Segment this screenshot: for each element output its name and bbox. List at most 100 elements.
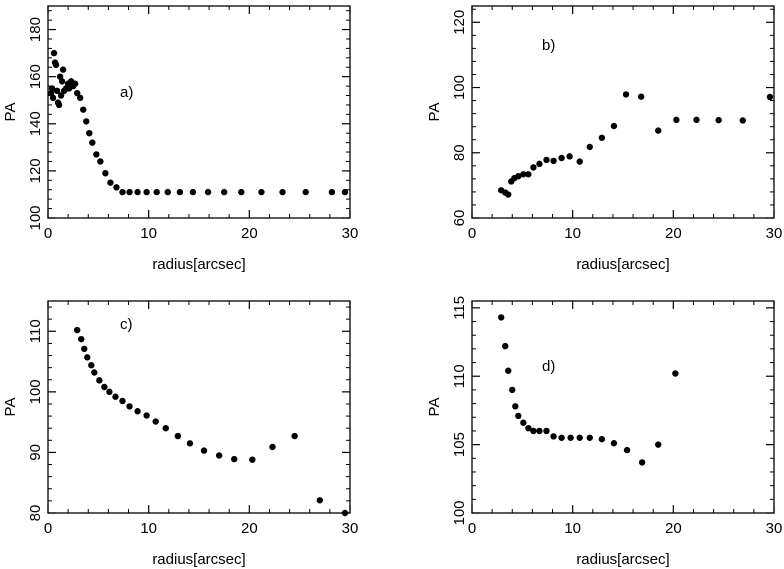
panel-label: b)	[542, 37, 555, 54]
data-point	[48, 85, 56, 92]
y-tick-label: 120	[451, 10, 468, 35]
x-tick-label: 0	[44, 225, 52, 242]
data-point	[558, 434, 565, 441]
data-point	[204, 188, 212, 196]
data-point	[107, 179, 114, 186]
data-point	[49, 94, 57, 102]
data-point	[134, 188, 141, 196]
data-point	[113, 184, 120, 191]
data-point	[550, 157, 557, 165]
data-point	[134, 408, 141, 415]
data-point	[189, 188, 197, 196]
data-point	[126, 188, 133, 196]
x-tick-label: 10	[564, 225, 581, 242]
data-point	[502, 342, 509, 350]
data-point	[302, 188, 309, 196]
data-point	[101, 383, 108, 391]
data-point	[106, 388, 113, 396]
data-point	[341, 509, 349, 517]
chart-panel: 0 10 20 30 80 90 100 110 radius[arcsec] PA c)	[2, 300, 358, 568]
data-point	[316, 497, 323, 504]
data-point	[610, 440, 618, 447]
data-point	[497, 314, 505, 321]
data-point	[576, 158, 583, 165]
data-point	[291, 432, 298, 440]
data-point	[86, 130, 93, 137]
data-point	[55, 101, 63, 109]
x-tick-label: 30	[342, 225, 359, 242]
data-point	[215, 452, 223, 459]
y-tick-label: 140	[27, 111, 44, 136]
plot-frame	[471, 300, 775, 514]
data-point	[152, 418, 159, 425]
data-point	[249, 456, 256, 463]
data-point	[558, 154, 565, 162]
y-tick-label: 100	[451, 500, 468, 525]
data-point	[520, 419, 527, 426]
data-point	[637, 93, 645, 100]
x-tick-label: 10	[564, 520, 581, 537]
data-point	[112, 393, 119, 400]
data-point	[598, 435, 606, 443]
data-point	[258, 188, 265, 196]
x-tick-label: 10	[140, 520, 157, 537]
y-tick-label: 110	[451, 364, 468, 388]
y-tick-label: 120	[27, 158, 44, 183]
data-point	[88, 362, 95, 369]
data-point	[91, 369, 98, 376]
panel-label: d)	[542, 358, 555, 375]
data-point	[119, 188, 126, 196]
data-point	[543, 156, 550, 164]
y-tick-label: 90	[27, 444, 44, 461]
y-axis-label: PA	[2, 103, 19, 122]
data-point	[80, 106, 87, 113]
y-tick-label: 160	[27, 64, 44, 89]
data-point	[598, 134, 606, 141]
plot-frame	[471, 5, 775, 219]
data-point	[89, 139, 96, 146]
x-axis-label: radius[arcsec]	[576, 256, 669, 273]
data-point	[550, 433, 557, 440]
data-point	[73, 89, 81, 97]
data-point	[176, 188, 184, 196]
chart-panel: 0 10 20 30 100 120 140 160 180 radius[arcsec] PA a)	[2, 5, 359, 273]
data-point	[78, 335, 85, 343]
data-point	[52, 61, 60, 69]
chart-panel: 0 10 20 30 100 105 110 115 radius[arcsec] PA d)	[426, 296, 782, 568]
y-tick-label: 100	[27, 379, 44, 404]
data-point	[766, 93, 774, 101]
data-point	[586, 143, 593, 151]
y-tick-label: 80	[27, 505, 44, 522]
data-point	[102, 170, 109, 177]
data-point	[512, 403, 519, 410]
data-point	[164, 188, 171, 196]
data-point	[126, 403, 133, 410]
y-tick-label: 105	[451, 432, 468, 457]
data-point	[84, 354, 91, 361]
data-point	[58, 78, 66, 85]
y-axis-label: PA	[426, 398, 443, 417]
data-point	[57, 92, 65, 99]
data-point	[586, 434, 593, 441]
data-point	[269, 443, 276, 451]
x-tick-label: 0	[468, 225, 476, 242]
data-point	[143, 412, 150, 419]
y-axis-label: PA	[426, 103, 443, 122]
data-point	[119, 397, 126, 405]
y-tick-label: 115	[451, 296, 468, 320]
x-tick-label: 20	[665, 520, 682, 537]
y-tick-label: 180	[27, 17, 44, 42]
data-point	[505, 367, 512, 374]
data-point	[328, 188, 336, 196]
data-point	[50, 49, 58, 57]
data-point	[73, 326, 81, 334]
data-point	[153, 188, 160, 196]
y-tick-label: 60	[451, 210, 468, 227]
data-point	[623, 446, 631, 454]
data-point	[655, 127, 662, 134]
data-point	[162, 425, 169, 432]
data-point	[77, 94, 84, 102]
y-tick-label: 100	[451, 75, 468, 100]
chart-panel: 0 10 20 30 60 80 100 120 radius[arcsec] PA b)	[426, 5, 782, 273]
